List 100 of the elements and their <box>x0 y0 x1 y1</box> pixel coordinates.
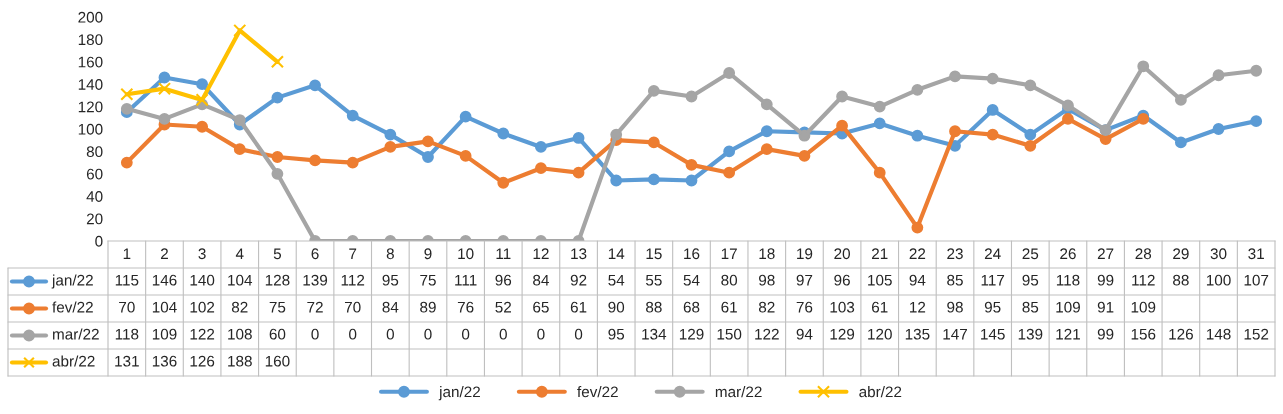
point <box>346 156 359 169</box>
point <box>1250 64 1263 77</box>
data-label: 148 <box>1206 328 1231 340</box>
x-tick-label: 22 <box>909 248 926 260</box>
x-tick-label: 27 <box>1097 248 1114 260</box>
data-label: 112 <box>1132 274 1155 286</box>
point <box>422 151 434 163</box>
point <box>911 83 924 96</box>
point <box>836 119 848 132</box>
data-label: 100 <box>1206 274 1231 286</box>
data-label: 103 <box>830 301 855 313</box>
point <box>873 166 886 179</box>
data-label: 54 <box>683 274 700 286</box>
data-label: 76 <box>457 301 474 313</box>
data-label: 129 <box>679 328 704 340</box>
x-tick-label: 1 <box>123 248 131 260</box>
data-label: 76 <box>796 301 813 313</box>
data-label: 135 <box>905 328 930 340</box>
point <box>384 128 397 141</box>
data-label: 107 <box>1244 274 1269 286</box>
x-tick-label: 6 <box>311 248 319 260</box>
data-label: 96 <box>834 274 850 286</box>
x-tick-label: 2 <box>160 248 168 260</box>
point <box>760 125 773 138</box>
point <box>760 143 773 156</box>
data-label: 126 <box>190 355 215 367</box>
data-label: 96 <box>495 274 512 286</box>
point <box>949 70 961 83</box>
data-label: 98 <box>759 274 775 286</box>
data-label: 99 <box>1097 328 1114 340</box>
y-tick-label: 40 <box>86 191 103 202</box>
data-label: 72 <box>307 301 323 313</box>
point <box>1212 123 1225 135</box>
data-label: 95 <box>984 301 1001 313</box>
point <box>1174 136 1187 149</box>
data-label: 145 <box>981 328 1005 340</box>
data-label: 150 <box>717 328 742 340</box>
point <box>1137 60 1150 73</box>
x-tick-label: 17 <box>721 248 737 260</box>
x-tick-label: 29 <box>1173 248 1189 260</box>
point <box>196 78 209 91</box>
data-label: 122 <box>190 328 215 340</box>
y-tick-label: 160 <box>78 56 103 68</box>
y-tick-label: 100 <box>78 123 103 135</box>
point <box>986 128 999 141</box>
data-label: 0 <box>499 328 507 340</box>
x-tick-label: 5 <box>273 248 282 260</box>
data-label: 84 <box>533 274 549 286</box>
x-tick-label: 15 <box>646 248 662 260</box>
point <box>760 98 773 111</box>
x-tick-label: 20 <box>834 248 850 260</box>
data-label: 65 <box>533 301 549 313</box>
data-label: 112 <box>341 274 365 286</box>
point <box>309 154 321 167</box>
data-label: 88 <box>646 301 662 313</box>
data-label: 104 <box>228 274 253 286</box>
data-label: 115 <box>115 274 139 286</box>
data-label: 152 <box>1244 328 1269 340</box>
data-label: 0 <box>461 328 470 340</box>
point <box>723 67 736 79</box>
point <box>1024 79 1037 92</box>
data-label: 156 <box>1131 328 1156 340</box>
point <box>271 91 284 104</box>
legend-label: fev/22 <box>52 301 93 313</box>
data-label: 129 <box>830 328 855 340</box>
point <box>459 110 472 123</box>
point <box>270 55 284 69</box>
data-label: 0 <box>386 328 394 340</box>
y-tick-label: 140 <box>78 79 103 90</box>
legend-label: abr/22 <box>52 355 95 367</box>
data-label: 109 <box>152 328 177 340</box>
point <box>986 72 999 85</box>
data-label: 136 <box>152 355 177 367</box>
x-tick-label: 25 <box>1022 248 1039 260</box>
data-label: 0 <box>311 328 319 340</box>
point <box>233 23 247 38</box>
point <box>384 141 397 153</box>
data-label: 160 <box>265 355 290 367</box>
data-label: 95 <box>382 274 399 286</box>
point <box>610 128 623 141</box>
data-label: 98 <box>947 301 963 313</box>
x-tick-label: 24 <box>984 248 1001 260</box>
text: fev/22 <box>577 386 618 398</box>
point <box>120 102 133 115</box>
data-label: 85 <box>1022 301 1039 313</box>
point <box>195 93 209 107</box>
text: mar/22 <box>715 386 762 398</box>
point <box>911 129 924 142</box>
data-label: 80 <box>721 274 738 286</box>
point <box>798 149 811 162</box>
point <box>233 114 246 126</box>
data-label: 75 <box>420 274 436 286</box>
x-tick-label: 18 <box>759 248 775 260</box>
data-label: 126 <box>1169 328 1193 340</box>
point <box>949 125 961 138</box>
point <box>271 151 284 163</box>
point <box>1024 128 1037 141</box>
data-label: 75 <box>269 301 286 313</box>
y-tick-label: 20 <box>86 213 103 225</box>
y-tick-label: 60 <box>86 168 103 180</box>
